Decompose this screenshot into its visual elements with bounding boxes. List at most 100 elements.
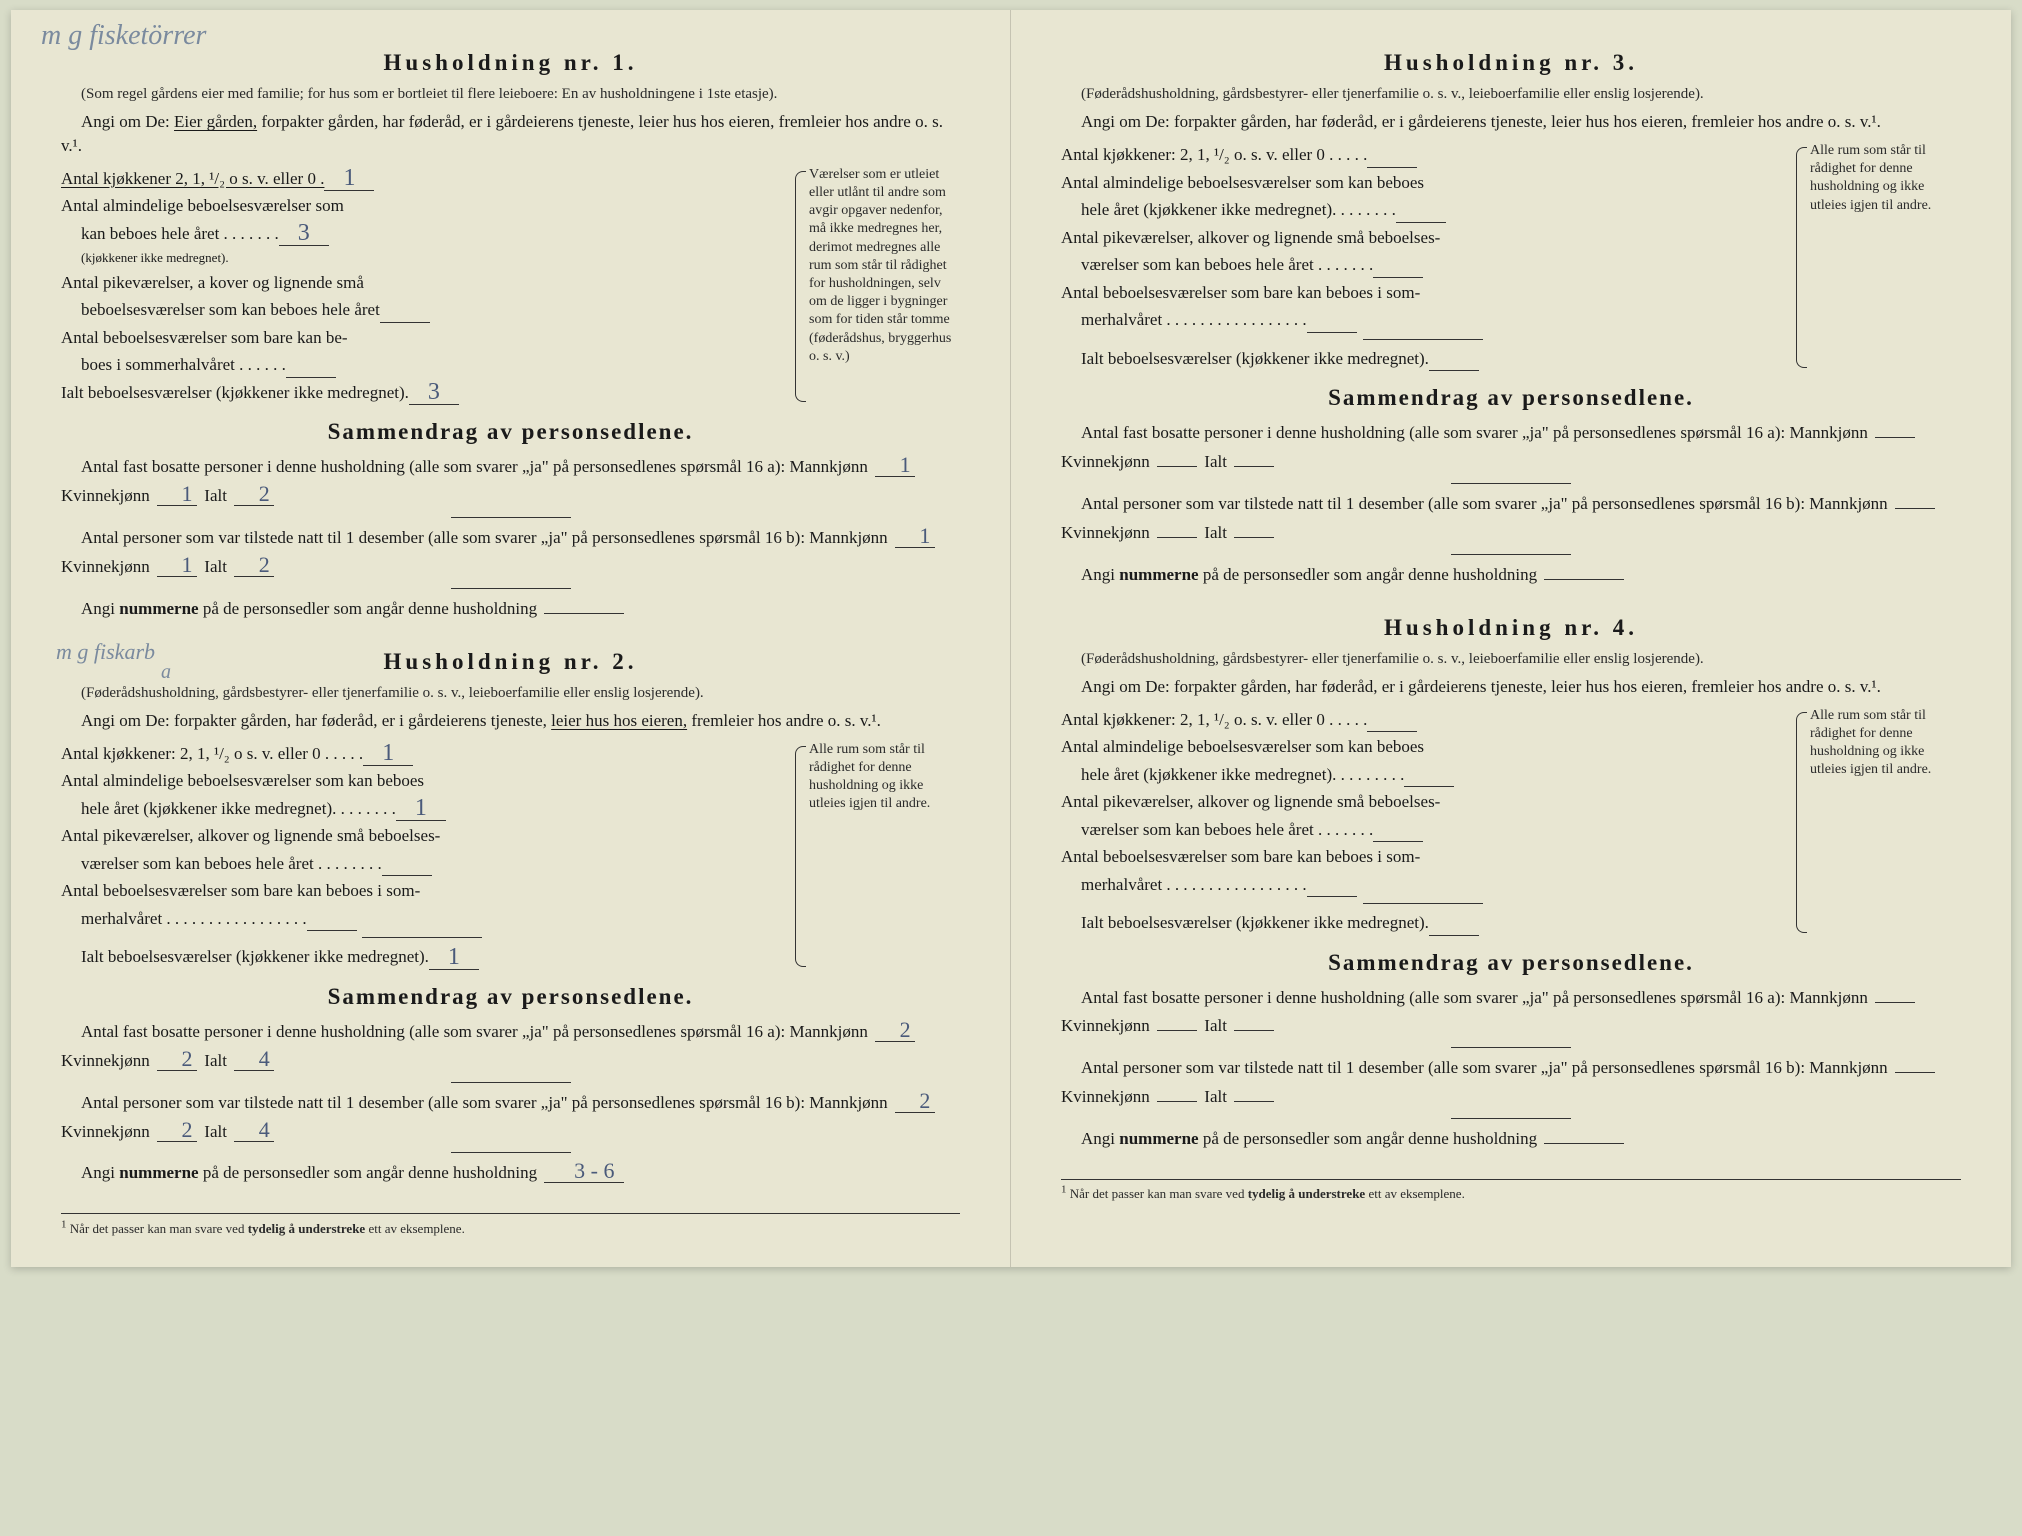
handwritten-note-mid: m g fiskarb: [56, 639, 155, 665]
hh1-r3b: beboelsesværelser som kan beboes hele år…: [81, 297, 380, 323]
hh1-s3-text: Angi nummerne på de personsedler som ang…: [81, 599, 537, 618]
hh1-s3: Angi nummerne på de personsedler som ang…: [61, 595, 960, 624]
hh4-s2: Antal personer som var tilstede natt til…: [1061, 1054, 1961, 1112]
hh2-r4b: merhalvåret . . . . . . . . . . . . . . …: [81, 906, 307, 932]
hh3-r4b: merhalvåret . . . . . . . . . . . . . . …: [1081, 307, 1307, 333]
hh3-s3-text: Angi nummerne på de personsedler som ang…: [1081, 565, 1537, 584]
ialt-label: Ialt: [1204, 452, 1227, 471]
hh1-s2-i: 2: [234, 554, 274, 577]
hh1-r2-value: 3: [279, 221, 329, 246]
hh2-intro-post: fremleier hos andre o. s. v.¹.: [687, 711, 881, 730]
hh2-s3: Angi nummerne på de personsedler som ang…: [61, 1159, 960, 1188]
hh4-s1: Antal fast bosatte personer i denne hush…: [1061, 984, 1961, 1042]
hh4-s1-k: [1157, 1030, 1197, 1031]
hh4-r4b: merhalvåret . . . . . . . . . . . . . . …: [1081, 872, 1307, 898]
hh4-s3-text: Angi nummerne på de personsedler som ang…: [1081, 1129, 1537, 1148]
hh4-r1-value: [1367, 731, 1417, 732]
hh4-s1-i: [1234, 1030, 1274, 1031]
hh4-r3b: værelser som kan beboes hele året . . . …: [1081, 817, 1373, 843]
hh3-r2b: hele året (kjøkkener ikke medregnet). . …: [1081, 197, 1396, 223]
hh1-desc: (Som regel gårdens eier med familie; for…: [61, 84, 960, 104]
kv-label: Kvinnekjønn: [61, 1122, 150, 1141]
household-4: Husholdning nr. 4. (Føderådshusholdning,…: [1061, 615, 1961, 1155]
divider: [451, 1152, 571, 1153]
hh4-r2-value: [1404, 786, 1454, 787]
hh2-title: Husholdning nr. 2.: [61, 649, 960, 675]
right-page: Husholdning nr. 3. (Føderådshusholdning,…: [1011, 10, 2011, 1267]
divider: [1451, 483, 1571, 484]
hh2-summary-title: Sammendrag av personsedlene.: [61, 984, 960, 1010]
hh2-rooms-block: Antal kjøkkener: 2, 1, ¹/₂ o s. v. eller…: [61, 741, 960, 972]
divider: [1451, 1118, 1571, 1119]
kv-label: Kvinnekjønn: [1061, 1087, 1150, 1106]
divider: [1451, 554, 1571, 555]
hh3-s2: Antal personer som var tilstede natt til…: [1061, 490, 1961, 548]
hh1-s2-k: 1: [157, 554, 197, 577]
hh1-r4a: Antal beboelsesværelser som bare kan be-: [61, 325, 348, 351]
hh4-s1-text: Antal fast bosatte personer i denne hush…: [1081, 988, 1868, 1007]
hh1-summary-title: Sammendrag av personsedlene.: [61, 419, 960, 445]
ialt-label: Ialt: [1204, 1087, 1227, 1106]
hh1-r2c: (kjøkkener ikke medregnet).: [81, 248, 229, 268]
hh4-r2a: Antal almindelige beboelsesværelser som …: [1061, 734, 1424, 760]
hh1-s1-i: 2: [234, 483, 274, 506]
footnote-text: 1 Når det passer kan man svare ved tydel…: [61, 1221, 465, 1236]
left-page: m g fisketörrer Husholdning nr. 1. (Som …: [11, 10, 1011, 1267]
hh1-s1-m: 1: [875, 454, 915, 477]
hh4-r3-value: [1373, 841, 1423, 842]
hh2-s1-m: 2: [875, 1019, 915, 1042]
hh4-sidenote: Alle rum som står til rådighet for denne…: [1796, 707, 1961, 938]
hh3-s1-i: [1234, 466, 1274, 467]
kv-label: Kvinnekjønn: [61, 557, 150, 576]
hh2-s2: Antal personer som var tilstede natt til…: [61, 1089, 960, 1147]
hh3-title: Husholdning nr. 3.: [1061, 50, 1961, 76]
hh1-intro: Angi om De: Eier gården, forpakter gårde…: [61, 110, 960, 158]
hh2-sidenote: Alle rum som står til rådighet for denne…: [795, 741, 960, 972]
divider: [451, 517, 571, 518]
hh1-s3-value: [544, 613, 624, 614]
kv-label: Kvinnekjønn: [61, 1051, 150, 1070]
hh4-s3-value: [1544, 1143, 1624, 1144]
hh2-r4a: Antal beboelsesværelser som bare kan beb…: [61, 878, 420, 904]
ialt-label: Ialt: [204, 486, 227, 505]
divider: [451, 1082, 571, 1083]
hh2-s1-k: 2: [157, 1048, 197, 1071]
hh2-s1: Antal fast bosatte personer i denne hush…: [61, 1018, 960, 1076]
hh3-r4a: Antal beboelsesværelser som bare kan beb…: [1061, 280, 1420, 306]
document-spread: m g fisketörrer Husholdning nr. 1. (Som …: [11, 10, 2011, 1267]
hh3-r3a: Antal pikeværelser, alkover og lignende …: [1061, 225, 1440, 251]
hh4-r2b: hele året (kjøkkener ikke medregnet). . …: [1081, 762, 1404, 788]
kv-label: Kvinnekjønn: [1061, 523, 1150, 542]
divider: [362, 937, 482, 938]
hh3-r1-value: [1367, 167, 1417, 168]
hh1-r2a: Antal almindelige beboelsesværelser som: [61, 193, 344, 219]
hh3-s1-text: Antal fast bosatte personer i denne hush…: [1081, 423, 1868, 442]
hh4-r4a: Antal beboelsesværelser som bare kan beb…: [1061, 844, 1420, 870]
household-3: Husholdning nr. 3. (Føderådshusholdning,…: [1061, 50, 1961, 590]
hh1-r5-value: 3: [409, 380, 459, 405]
hh2-s3-value: 3 - 6: [544, 1160, 624, 1183]
hh1-r4b: boes i sommerhalvåret . . . . . .: [81, 352, 286, 378]
hh4-rooms-block: Antal kjøkkener: 2, 1, ¹/₂ o. s. v. elle…: [1061, 707, 1961, 938]
hh1-r3-value: [380, 322, 430, 323]
hh3-s2-text: Antal personer som var tilstede natt til…: [1081, 494, 1888, 513]
hh2-r1-label: Antal kjøkkener: 2, 1, ¹/₂ o s. v. eller…: [61, 741, 363, 767]
hh2-s2-text: Antal personer som var tilstede natt til…: [81, 1093, 888, 1112]
hh2-intro: Angi om De: forpakter gården, har føderå…: [61, 709, 960, 733]
hh2-r3-value: [382, 875, 432, 876]
hh4-s2-k: [1157, 1101, 1197, 1102]
hh3-r2-value: [1396, 222, 1446, 223]
household-1: Husholdning nr. 1. (Som regel gårdens ei…: [61, 50, 960, 624]
hh1-s1-k: 1: [157, 483, 197, 506]
hh2-s3-text: Angi nummerne på de personsedler som ang…: [81, 1163, 537, 1182]
hh1-s2-text: Antal personer som var tilstede natt til…: [81, 528, 888, 547]
hh2-r5-label: Ialt beboelsesværelser (kjøkkener ikke m…: [81, 944, 429, 970]
hh3-r5-value: [1429, 370, 1479, 371]
ialt-label: Ialt: [1204, 523, 1227, 542]
hh3-desc: (Føderådshusholdning, gårdsbestyrer- ell…: [1061, 84, 1961, 104]
hh3-r3-value: [1373, 277, 1423, 278]
hh1-r5-label: Ialt beboelsesværelser (kjøkkener ikke m…: [61, 380, 409, 406]
hh4-title: Husholdning nr. 4.: [1061, 615, 1961, 641]
ialt-label: Ialt: [204, 557, 227, 576]
hh4-s2-m: [1895, 1072, 1935, 1073]
